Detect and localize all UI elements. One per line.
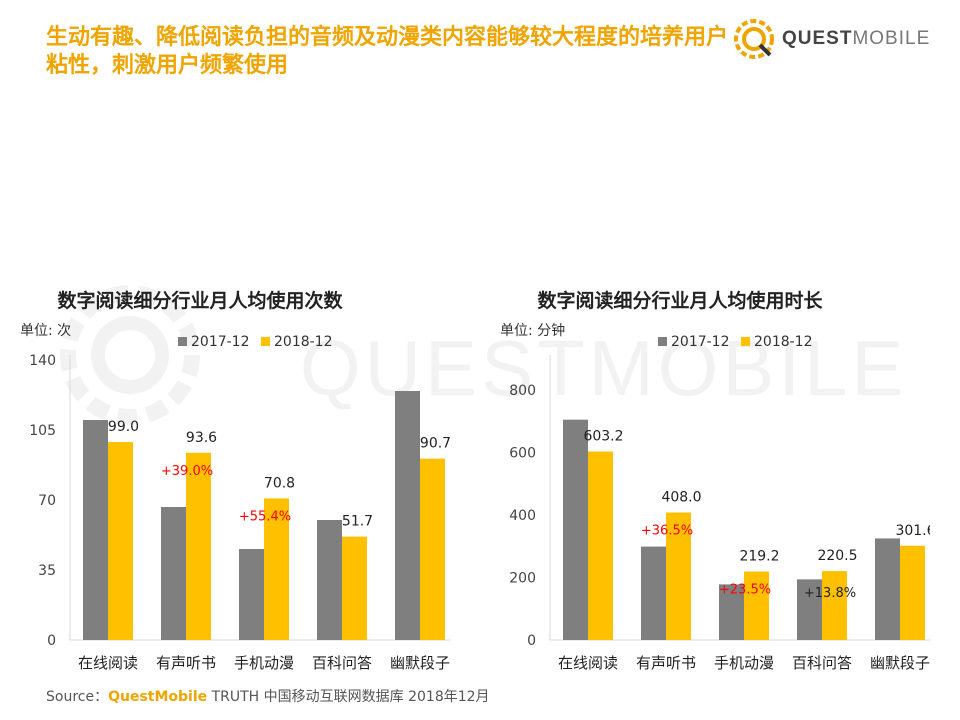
questmobile-logo: QUESTMOBILE xyxy=(730,14,930,64)
data-label: 219.2 xyxy=(739,549,779,565)
data-label: 408.0 xyxy=(661,490,701,506)
bar-2017 xyxy=(719,584,744,640)
questmobile-logo-icon xyxy=(734,19,774,59)
legend-swatch-2018 xyxy=(261,337,270,346)
y-tick-label: 0 xyxy=(47,633,56,649)
legend-label-2018: 2018-12 xyxy=(754,334,813,350)
source-note: Source：QuestMobile TRUTH 中国移动互联网数据库 2018… xyxy=(46,686,490,706)
bar-2017 xyxy=(875,538,900,640)
bar-2018 xyxy=(744,571,769,640)
growth-label: +23.5% xyxy=(719,583,771,598)
bar-2018 xyxy=(588,451,613,640)
x-category-label: 百科问答 xyxy=(312,654,372,672)
logo-text: QUESTMOBILE xyxy=(782,28,930,50)
growth-label: +13.8% xyxy=(804,586,856,601)
page-title: 生动有趣、降低阅读负担的音频及动漫类内容能够较大程度的培养用户粘性，刺激用户频繁… xyxy=(46,25,729,78)
legend-label-2018: 2018-12 xyxy=(274,334,333,350)
source-prefix: Source： xyxy=(46,689,109,705)
bar-2018 xyxy=(666,512,691,640)
y-tick-label: 800 xyxy=(509,383,536,399)
y-tick-label: 140 xyxy=(29,353,56,369)
unit-label: 单位: 分钟 xyxy=(500,322,565,339)
y-tick-label: 0 xyxy=(527,633,536,649)
source-rest: TRUTH 中国移动互联网数据库 2018年12月 xyxy=(207,689,490,705)
growth-label: +39.0% xyxy=(161,464,213,479)
x-category-label: 手机动漫 xyxy=(234,654,294,672)
data-label: 99.0 xyxy=(108,419,139,435)
y-tick-label: 600 xyxy=(509,446,536,462)
bar-2018 xyxy=(900,545,925,640)
bar-2017 xyxy=(395,391,420,640)
y-tick-label: 70 xyxy=(38,493,56,509)
unit-label: 单位: 次 xyxy=(20,323,71,339)
x-category-label: 在线阅读 xyxy=(558,654,618,672)
bar-2018 xyxy=(108,442,133,640)
bar-2017 xyxy=(83,420,108,640)
bar-2017 xyxy=(797,579,822,640)
y-tick-label: 35 xyxy=(38,563,56,579)
x-category-label: 手机动漫 xyxy=(714,654,774,672)
legend-swatch-2017 xyxy=(178,337,187,346)
x-category-label: 有声听书 xyxy=(636,654,696,672)
data-label: 51.7 xyxy=(342,514,373,530)
chart-title: 数字阅读细分行业月人均使用次数 xyxy=(57,289,343,312)
x-category-label: 在线阅读 xyxy=(78,654,138,672)
data-label: 70.8 xyxy=(264,475,295,491)
legend-label-2017: 2017-12 xyxy=(671,334,730,350)
data-label: 220.5 xyxy=(817,548,857,564)
chart-title: 数字阅读细分行业月人均使用时长 xyxy=(537,289,823,312)
y-tick-label: 200 xyxy=(509,571,536,587)
data-label: 90.7 xyxy=(420,436,450,452)
x-category-label: 幽默段子 xyxy=(870,654,930,672)
x-category-label: 有声听书 xyxy=(156,654,216,672)
bar-2017 xyxy=(161,507,186,640)
y-tick-label: 105 xyxy=(29,423,56,439)
growth-label: +55.4% xyxy=(239,509,291,524)
logo-brand-light: MOBILE xyxy=(852,28,931,49)
data-label: 603.2 xyxy=(583,429,623,445)
legend-label-2017: 2017-12 xyxy=(191,334,250,350)
bar-2017 xyxy=(641,546,666,640)
x-category-label: 百科问答 xyxy=(792,654,852,672)
data-label: 301.6 xyxy=(895,523,930,539)
logo-brand-bold: QUEST xyxy=(782,28,853,49)
bar-2018 xyxy=(420,458,445,640)
data-label: 93.6 xyxy=(186,430,217,446)
legend-swatch-2017 xyxy=(658,337,667,346)
bar-2017 xyxy=(317,520,342,640)
legend-swatch-2018 xyxy=(741,337,750,346)
chart-usage-duration: 数字阅读细分行业月人均使用时长单位: 分钟 2017-12 2018-12 0 200 4… xyxy=(490,285,930,680)
bar-2018 xyxy=(822,571,847,640)
source-brand: QuestMobile xyxy=(108,689,208,705)
bar-2018 xyxy=(264,498,289,640)
bar-2018 xyxy=(342,536,367,640)
bar-2017 xyxy=(563,419,588,640)
growth-label: +36.5% xyxy=(641,524,693,539)
x-category-label: 幽默段子 xyxy=(390,654,450,672)
chart-usage-count: 数字阅读细分行业月人均使用次数单位: 次 2017-12 2018-12 0 35 70 1… xyxy=(10,285,450,680)
y-tick-label: 400 xyxy=(509,508,536,524)
bar-2017 xyxy=(239,549,264,640)
bar-2018 xyxy=(186,452,211,640)
